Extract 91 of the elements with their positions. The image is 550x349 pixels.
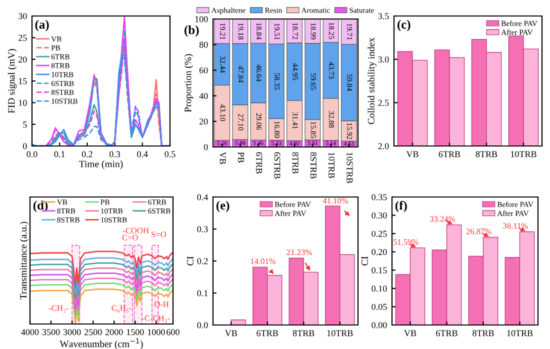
- chart-title: (c): [398, 20, 410, 32]
- y-tick-label: 0: [204, 144, 208, 150]
- x-tick-label: 2500: [84, 329, 102, 336]
- y-tick-label: 15: [18, 78, 27, 84]
- y-tick-label: 0.35: [372, 194, 387, 200]
- y-tick-label: 20: [18, 56, 27, 63]
- x-tick-label: 1500: [126, 329, 144, 336]
- x-tick-label: 0.4: [137, 151, 148, 158]
- y-tick-label: 5: [23, 122, 27, 128]
- y-tick-label: 10: [18, 100, 27, 106]
- x-tick-label: 0.5: [164, 151, 176, 158]
- text: S=O: [152, 232, 166, 238]
- y-tick-label: 0.25: [372, 230, 387, 237]
- x-tick-label: 0.2: [82, 151, 92, 158]
- y-tick-label: 0.05: [372, 304, 387, 310]
- y-tick-label: 0.4: [197, 194, 208, 200]
- chart-title: (a): [35, 20, 49, 32]
- annotation: C₆H₅-: [112, 305, 132, 312]
- x-tick-label: 8STRB: [310, 152, 317, 179]
- annotation: 21.23%: [286, 249, 312, 256]
- x-tick-label: 10TRB: [507, 330, 533, 336]
- annotation: O-H: [154, 301, 169, 308]
- annotation: 14.01%: [250, 258, 276, 264]
- annotation: 26.87%: [466, 228, 492, 234]
- y-axis-title: Transmittance (a.u.): [20, 222, 29, 300]
- x-tick-label: 0.1: [54, 151, 65, 158]
- x-tick-label: 0.3: [110, 151, 120, 158]
- x-tick-label: 1000: [148, 329, 165, 336]
- x-tick-label: 6TRB: [256, 152, 262, 174]
- y-tick-label: 0.2: [197, 258, 208, 264]
- y-tick-label: 25: [18, 34, 27, 41]
- x-tick-label: PB: [238, 152, 244, 162]
- x-tick-label: 3000: [63, 329, 81, 336]
- chart-title: (f): [395, 200, 407, 212]
- annotation: 41.10%: [322, 198, 348, 204]
- x-tick-label: 10STRB: [346, 152, 353, 184]
- y-tick-label: 0.00: [372, 322, 387, 328]
- y-tick-label: 40: [199, 92, 208, 100]
- x-tick-label: 4000: [21, 329, 39, 336]
- x-axis-title: Wavenumber (cm$^{−1}$): [60, 338, 143, 349]
- x-tick-label: VB: [224, 330, 237, 336]
- y-tick-label: 30: [18, 13, 27, 20]
- y-tick-label: 100: [195, 16, 208, 22]
- y-tick-label: 2.0: [378, 143, 389, 150]
- y-axis-title: FID signal (mV): [8, 49, 17, 114]
- chart-title: (e): [216, 200, 230, 212]
- y-tick-label: 0.20: [372, 248, 387, 256]
- y-tick-label: 3.0: [378, 56, 389, 63]
- y-tick-label: 0.30: [372, 212, 387, 219]
- x-tick-label: 3500: [42, 329, 60, 336]
- y-tick-label: 20: [200, 118, 208, 125]
- y-axis-title: CI: [361, 256, 368, 266]
- y-tick-label: 2.5: [378, 100, 389, 106]
- annotation: 33.24%: [430, 216, 455, 222]
- y-tick-label: 60: [200, 67, 208, 74]
- text: -COOH: [122, 228, 149, 234]
- y-axis-title: Colloid stability index: [368, 38, 376, 124]
- x-tick-label: 6TRB: [438, 151, 460, 158]
- x-tick-label: 10TRB: [327, 330, 353, 336]
- x-tick-label: 8TRB: [292, 152, 298, 174]
- x-axis-title: Time (min): [79, 160, 123, 170]
- annotation: 38.11%: [503, 223, 528, 229]
- annotation: -CH₂-: [48, 305, 68, 312]
- x-tick-label: 8TRB: [472, 330, 494, 336]
- y-tick-label: 0.15: [372, 267, 387, 274]
- y-tick-label: 0.10: [372, 286, 387, 292]
- y-axis-title: CI: [186, 256, 194, 266]
- x-tick-label: 6TRB: [256, 330, 278, 336]
- annotation: 51.59%: [394, 239, 418, 245]
- y-tick-label: 80: [199, 42, 208, 48]
- y-tick-label: 0.0: [197, 322, 208, 328]
- y-tick-label: 0.3: [197, 226, 208, 232]
- x-tick-label: 8TRB: [476, 151, 498, 158]
- x-tick-label: 2000: [105, 329, 123, 336]
- x-tick-label: 600: [166, 329, 180, 336]
- x-tick-label: VB: [404, 330, 416, 336]
- x-tick-label: 6STRB: [274, 152, 280, 179]
- y-tick-label: 0.1: [197, 290, 208, 296]
- x-tick-label: 0.0: [26, 151, 38, 158]
- x-tick-label: 8TRB: [292, 330, 314, 336]
- text: C=O: [122, 234, 138, 240]
- x-tick-label: VB: [406, 151, 418, 158]
- y-tick-label: 0: [22, 143, 27, 150]
- x-tick-label: 10TRB: [328, 152, 335, 178]
- x-tick-label: 6TRB: [436, 330, 458, 336]
- y-axis-title: Proportion (%): [184, 54, 194, 112]
- x-tick-label: VB: [220, 152, 226, 164]
- y-tick-label: 3.5: [378, 13, 389, 20]
- bar: [230, 320, 246, 325]
- chart-title: (b): [184, 25, 199, 37]
- x-tick-label: 10TRB: [511, 151, 536, 158]
